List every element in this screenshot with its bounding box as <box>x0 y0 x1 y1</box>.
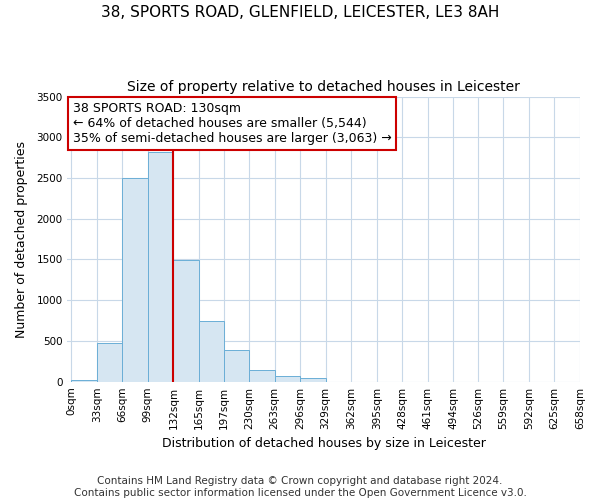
Bar <box>224 350 249 382</box>
Y-axis label: Number of detached properties: Number of detached properties <box>15 140 28 338</box>
Bar <box>199 321 224 382</box>
Text: 38 SPORTS ROAD: 130sqm
← 64% of detached houses are smaller (5,544)
35% of semi-: 38 SPORTS ROAD: 130sqm ← 64% of detached… <box>73 102 391 146</box>
Title: Size of property relative to detached houses in Leicester: Size of property relative to detached ho… <box>127 80 520 94</box>
Bar <box>300 378 326 382</box>
Bar <box>97 342 122 382</box>
Bar <box>173 260 199 382</box>
Bar <box>249 370 275 382</box>
Text: Contains HM Land Registry data © Crown copyright and database right 2024.
Contai: Contains HM Land Registry data © Crown c… <box>74 476 526 498</box>
Text: 38, SPORTS ROAD, GLENFIELD, LEICESTER, LE3 8AH: 38, SPORTS ROAD, GLENFIELD, LEICESTER, L… <box>101 5 499 20</box>
Bar <box>148 152 173 382</box>
X-axis label: Distribution of detached houses by size in Leicester: Distribution of detached houses by size … <box>162 437 485 450</box>
Bar <box>275 376 300 382</box>
Bar <box>122 178 148 382</box>
Bar <box>71 380 97 382</box>
